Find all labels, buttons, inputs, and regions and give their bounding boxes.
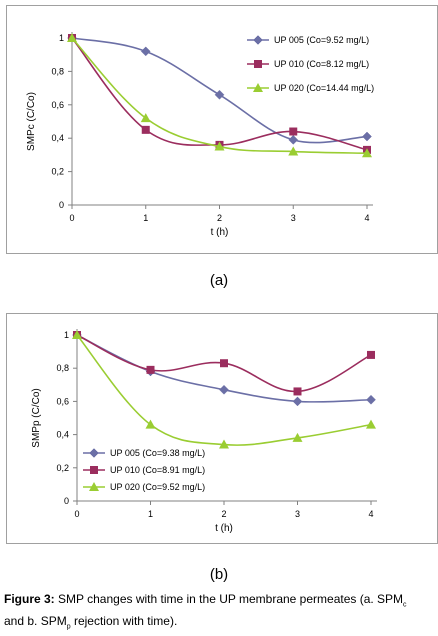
chart-a-legend-label-3: UP 020 (Co=14.44 mg/L): [274, 83, 374, 93]
figure-caption-text-3: rejection with time).: [70, 614, 178, 629]
chart-a-legend-label-1: UP 005 (Co=9.52 mg/L): [274, 35, 369, 45]
panel-label-a: (a): [209, 272, 229, 289]
chart-b-legend-marker-2: [90, 466, 98, 474]
chart-a-y-tick-label: 0,8: [51, 66, 64, 76]
chart-b-legend-marker-1: [89, 448, 99, 458]
chart-a-y-axis-title: SMPc (C/Co): [26, 92, 37, 151]
chart-a-svg: 0 0,2 0,4 0,6 0,8 1 0 1 2 3 4 t (h) SMPc (C/Co) UP 00…: [26, 32, 374, 238]
chart-a-legend-marker-1: [253, 35, 263, 45]
chart-b-x-tick-label: 2: [221, 509, 226, 519]
chart-a-legend-marker-3: [253, 83, 263, 92]
figure-caption-text-2: and b. SPM: [4, 614, 67, 629]
panel-label-b: (b): [209, 566, 229, 583]
chart-a-series-3-point: [140, 113, 151, 123]
chart-a-series-2-point: [289, 127, 298, 136]
chart-b-y-tick-label: 0,2: [56, 463, 69, 473]
chart-a-series-line-3: [71, 37, 368, 155]
chart-b-x-axis-title: t (h): [215, 523, 233, 534]
chart-a-series-1-point: [140, 46, 151, 57]
chart-b-series-1-point: [219, 384, 229, 395]
chart-a-x-axis-title: t (h): [211, 227, 229, 238]
chart-a-series-1-point: [214, 89, 225, 100]
chart-a-x-tick-label: 2: [217, 213, 222, 223]
chart-b-series-1-point: [366, 394, 376, 405]
chart-b-series-3-point: [366, 419, 376, 429]
chart-a-series-3-point: [67, 33, 77, 42]
chart-a-series-3-point: [362, 148, 372, 158]
chart-b-legend-label-2: UP 010 (Co=8.91 mg/L): [110, 465, 205, 475]
chart-b-series-2-point: [293, 387, 302, 396]
chart-a-legend-label-2: UP 010 (Co=8.12 mg/L): [274, 59, 369, 69]
chart-panel-a: 0 0,2 0,4 0,6 0,8 1 0 1 2 3 4 t (h) SMPc (C/Co) UP 00…: [6, 5, 438, 254]
chart-b-series-2-point: [146, 365, 155, 374]
chart-a-x-tick-label: 4: [364, 213, 369, 223]
chart-b-y-tick-label: 0,8: [56, 363, 69, 373]
chart-b-x-tick-label: 3: [295, 509, 300, 519]
chart-a-y-tick-label: 1: [59, 33, 64, 43]
chart-panel-b: 0 0,2 0,4 0,6 0,8 1 0 1 2 3 4 t (h) SMPp (C/Co) UP 00…: [6, 313, 438, 544]
chart-b-series-3-point: [219, 439, 229, 449]
chart-b-y-tick-label: 0,6: [56, 396, 69, 406]
chart-a-y-tick-label: 0: [59, 200, 64, 210]
figure-caption: Figure 3: SMP changes with time in the U…: [4, 591, 434, 636]
chart-a-legend-marker-2: [254, 60, 262, 68]
chart-b-x-tick-label: 0: [74, 509, 79, 519]
chart-b-series-3-point: [72, 330, 82, 339]
chart-b-legend-marker-3: [89, 482, 99, 491]
chart-a-y-tick-label: 0,6: [51, 100, 64, 110]
chart-a-x-tick-label: 1: [143, 213, 148, 223]
chart-b-y-tick-label: 0: [64, 496, 69, 506]
chart-b-series-3-point: [292, 432, 303, 442]
chart-b-y-axis-title: SMPp (C/Co): [31, 388, 42, 447]
figure-caption-text-1: SMP changes with time in the UP membrane…: [54, 592, 404, 606]
figure-caption-sub-2: p: [66, 623, 71, 631]
chart-a-series-1-point: [362, 131, 372, 142]
chart-a-x-tick-label: 0: [69, 213, 74, 223]
figure-caption-label: Figure 3:: [4, 592, 55, 606]
chart-b-series-1-point: [292, 396, 303, 407]
chart-b-legend-label-3: UP 020 (Co=9.52 mg/L): [110, 482, 205, 492]
chart-a-y-tick-label: 0,2: [51, 167, 64, 177]
chart-b-series-3-point: [145, 419, 156, 429]
chart-b-legend-label-1: UP 005 (Co=9.38 mg/L): [110, 448, 205, 458]
chart-b-svg: 0 0,2 0,4 0,6 0,8 1 0 1 2 3 4 t (h) SMPp (C/Co) UP 00…: [31, 329, 377, 534]
chart-a-x-tick-label: 3: [291, 213, 296, 223]
chart-b-y-tick-label: 1: [64, 330, 69, 340]
chart-a-series-2-point: [141, 125, 150, 134]
chart-b-y-tick-label: 0,4: [56, 430, 69, 440]
figure-caption-sub-1: c: [403, 601, 407, 609]
chart-b-series-2-point: [220, 359, 228, 368]
chart-a-series-1-point: [288, 135, 299, 145]
chart-b-series-2-point: [367, 350, 375, 359]
chart-a-series-3-point: [288, 146, 299, 156]
chart-b-x-tick-label: 1: [148, 509, 153, 519]
chart-a-series-3-point: [214, 141, 225, 151]
chart-b-x-tick-label: 4: [368, 509, 373, 519]
chart-a-y-tick-label: 0,4: [51, 133, 64, 143]
